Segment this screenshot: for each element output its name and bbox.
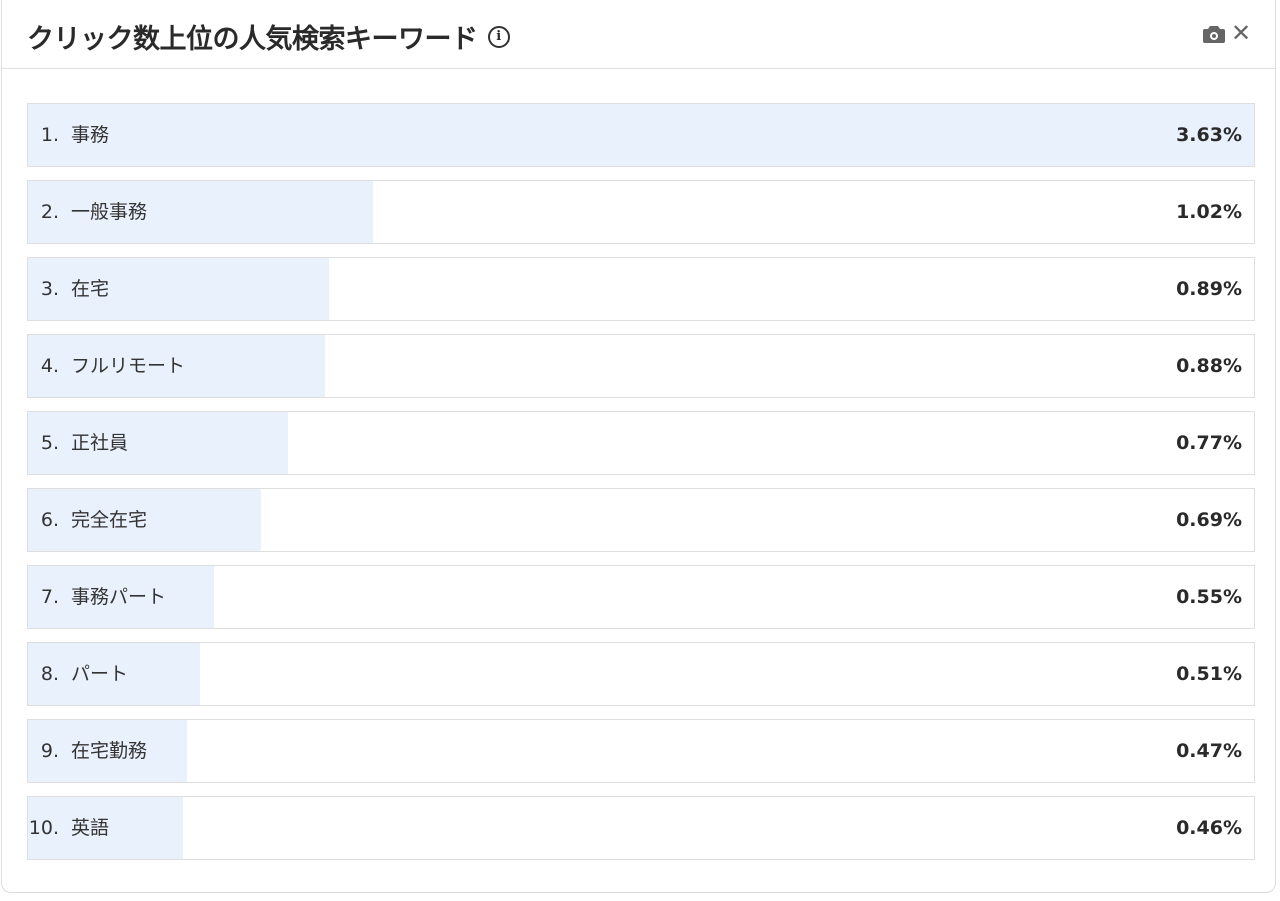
keyword-row: 4. フルリモート 0.88% [27, 334, 1255, 398]
keyword-text: 事務 [71, 124, 110, 146]
keyword-percent: 0.77% [1176, 432, 1242, 454]
card-header: クリック数上位の人気検索キーワード i ✕ [2, 1, 1275, 69]
keyword-bar [28, 181, 373, 243]
keyword-percent: 0.89% [1176, 278, 1242, 300]
keyword-text: 在宅 [71, 278, 110, 300]
keyword-bar [28, 412, 289, 474]
keyword-rank: 7. [40, 586, 59, 608]
keyword-text: 事務パート [71, 586, 167, 608]
keyword-rank: 8. [40, 663, 59, 685]
keyword-percent: 3.63% [1176, 124, 1242, 146]
keyword-text: 一般事務 [71, 201, 148, 223]
keyword-percent: 0.69% [1176, 509, 1242, 531]
keyword-rank: 6. [40, 509, 59, 531]
keyword-row: 10. 英語 0.46% [27, 796, 1255, 860]
title-text: クリック数上位の人気検索キーワード [27, 24, 478, 55]
keyword-row: 2. 一般事務 1.02% [27, 180, 1255, 244]
keyword-bar [28, 643, 201, 705]
keyword-row: 3. 在宅 0.89% [27, 257, 1255, 321]
keyword-label: 6. 完全在宅 [28, 489, 147, 551]
info-icon[interactable]: i [487, 25, 510, 48]
keyword-text: 完全在宅 [71, 509, 148, 531]
keyword-label: 9. 在宅勤務 [28, 720, 147, 782]
keyword-bar [28, 797, 184, 859]
keyword-label: 8. パート [28, 643, 128, 705]
keyword-list: 1. 事務 3.63% 2. 一般事務 1.02% 3. 在宅 0.89% 4.… [27, 103, 1255, 873]
keyword-bar [28, 720, 187, 782]
keyword-label: 1. 事務 [28, 104, 109, 166]
keyword-percent: 0.51% [1176, 663, 1242, 685]
card-title: クリック数上位の人気検索キーワード i [27, 17, 510, 56]
keyword-percent: 0.46% [1176, 817, 1242, 839]
keyword-rank: 10. [28, 817, 59, 839]
camera-icon[interactable] [1203, 24, 1225, 44]
close-icon[interactable]: ✕ [1231, 19, 1252, 47]
keyword-percent: 0.55% [1176, 586, 1242, 608]
keyword-text: パート [71, 663, 129, 685]
keyword-row: 9. 在宅勤務 0.47% [27, 719, 1255, 783]
keyword-percent: 0.47% [1176, 740, 1242, 762]
keyword-rank: 5. [40, 432, 59, 454]
keyword-label: 5. 正社員 [28, 412, 128, 474]
keyword-bar [28, 104, 1254, 166]
keyword-label: 10. 英語 [28, 797, 109, 859]
keyword-text: 正社員 [71, 432, 129, 454]
keyword-text: 英語 [71, 817, 110, 839]
keyword-bar [28, 335, 326, 397]
keyword-bar [28, 566, 214, 628]
keyword-label: 2. 一般事務 [28, 181, 147, 243]
keyword-rank: 1. [40, 124, 59, 146]
keyword-row: 7. 事務パート 0.55% [27, 565, 1255, 629]
keyword-label: 3. 在宅 [28, 258, 109, 320]
keyword-percent: 0.88% [1176, 355, 1242, 377]
keyword-text: フルリモート [71, 355, 186, 377]
keyword-bar [28, 258, 329, 320]
keyword-text: 在宅勤務 [71, 740, 148, 762]
keyword-label: 4. フルリモート [28, 335, 185, 397]
keyword-rank: 3. [40, 278, 59, 300]
keyword-bar [28, 489, 262, 551]
keyword-row: 6. 完全在宅 0.69% [27, 488, 1255, 552]
keyword-percent: 1.02% [1176, 201, 1242, 223]
keyword-row: 8. パート 0.51% [27, 642, 1255, 706]
keyword-row: 1. 事務 3.63% [27, 103, 1255, 167]
keyword-rank: 2. [40, 201, 59, 223]
keyword-rank: 9. [40, 740, 59, 762]
keyword-label: 7. 事務パート [28, 566, 166, 628]
keyword-rank: 4. [40, 355, 59, 377]
keyword-row: 5. 正社員 0.77% [27, 411, 1255, 475]
